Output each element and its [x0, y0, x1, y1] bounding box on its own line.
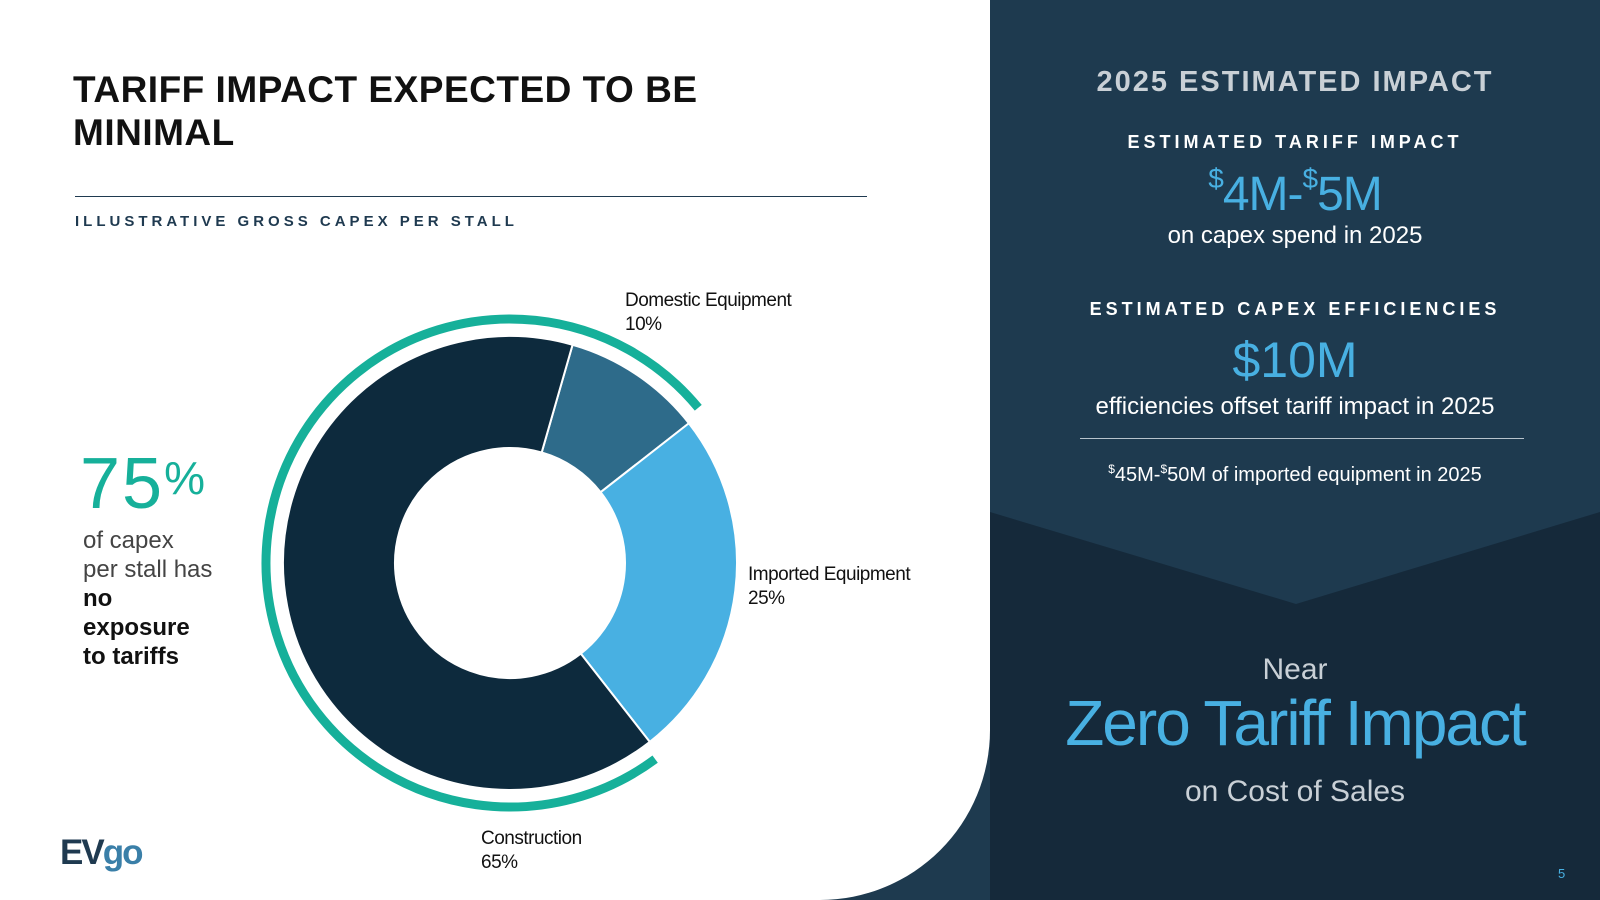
- page-title: TARIFF IMPACT EXPECTED TO BE MINIMAL: [73, 69, 698, 153]
- slice-label-construction: Construction 65%: [481, 827, 582, 875]
- evgo-logo: EVgo: [60, 833, 144, 873]
- slice-label-value: 10%: [625, 314, 662, 335]
- stat-text-line: per stall has: [83, 556, 213, 583]
- tariff-impact-description: on capex spend in 2025: [1167, 222, 1423, 249]
- stat-value: 75: [80, 444, 165, 524]
- tariff-amount-high: 5M: [1317, 168, 1383, 221]
- slice-label-name: Domestic Equipment: [625, 290, 792, 311]
- cost-of-sales-label: on Cost of Sales: [1184, 775, 1406, 808]
- slice-label-name: Construction: [481, 828, 582, 849]
- dollar-sign: $: [1302, 163, 1318, 194]
- no-exposure-stat: 75%: [80, 448, 207, 520]
- capex-efficiencies-value: $10M: [1232, 332, 1358, 388]
- slice-label-value: 65%: [481, 852, 518, 873]
- imported-amount-high: 50M of imported equipment in 2025: [1167, 464, 1482, 486]
- no-exposure-highlight-arc: [261, 314, 702, 812]
- impact-header: 2025 ESTIMATED IMPACT: [1096, 66, 1494, 98]
- capex-efficiencies-description: efficiencies offset tariff impact in 202…: [1095, 393, 1495, 420]
- imported-equipment-note: $45M-$50M of imported equipment in 2025: [990, 462, 1600, 487]
- slice-label-imported: Imported Equipment 25%: [748, 563, 911, 611]
- donut-slice-imported: [579, 421, 738, 744]
- title-divider: [75, 196, 867, 197]
- donut-slice-construction: [282, 335, 652, 791]
- stat-text-line: of capex: [83, 527, 174, 554]
- stat-unit: %: [164, 452, 207, 504]
- tariff-amount-low: 4M-: [1222, 168, 1304, 221]
- logo-ev: EV: [60, 833, 105, 872]
- dollar-sign: $: [1108, 462, 1115, 476]
- stat-description: of capex per stall has no exposure to ta…: [83, 526, 233, 671]
- stat-text-emphasis: exposure: [83, 614, 190, 641]
- left-panel: TARIFF IMPACT EXPECTED TO BE MINIMAL ILL…: [0, 0, 990, 900]
- logo-go: go: [102, 833, 144, 872]
- dollar-sign: $: [1160, 462, 1168, 476]
- near-label: Near: [1262, 653, 1328, 686]
- stat-text-emphasis: no: [83, 585, 113, 612]
- imported-amount-low: 45M-: [1114, 464, 1161, 486]
- tariff-impact-value: $4M-$5M: [990, 163, 1600, 222]
- capex-efficiencies-label: ESTIMATED CAPEX EFFICIENCIES: [1089, 299, 1501, 319]
- chart-subheading: ILLUSTRATIVE GROSS CAPEX PER STALL: [75, 213, 518, 230]
- dollar-sign: $: [1208, 163, 1224, 194]
- capex-donut-chart: [261, 314, 738, 812]
- slice-label-value: 25%: [748, 588, 785, 609]
- tariff-impact-label: ESTIMATED TARIFF IMPACT: [1127, 132, 1463, 152]
- donut-slices: [282, 335, 738, 791]
- page-number: 5: [1558, 866, 1566, 881]
- right-divider: [1080, 438, 1524, 439]
- slice-label-domestic: Domestic Equipment 10%: [625, 289, 792, 337]
- zero-tariff-impact-headline: Zero Tariff Impact: [1065, 687, 1527, 759]
- slice-label-name: Imported Equipment: [748, 564, 911, 585]
- stat-text-emphasis: to tariffs: [83, 643, 179, 670]
